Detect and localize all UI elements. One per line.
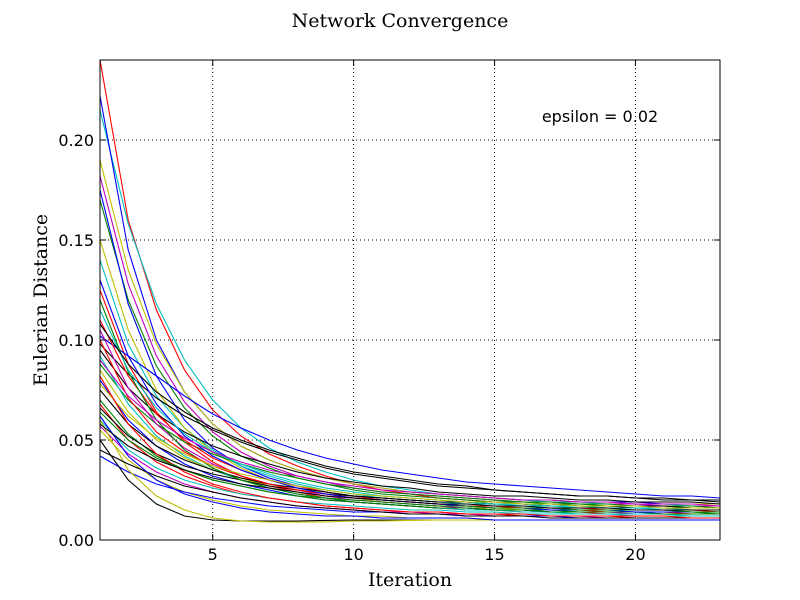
series-line-40 (99, 415, 720, 521)
y-axis-label: Eulerian Distance (30, 214, 52, 386)
x-tick-label: 15 (484, 545, 504, 564)
plot-frame (99, 59, 721, 541)
x-tick-label: 20 (625, 545, 645, 564)
series-line-39 (99, 411, 720, 513)
grid (100, 60, 720, 541)
series-line-35 (99, 359, 721, 507)
series-line-41 (99, 423, 720, 511)
y-tick-label: 0.20 (58, 131, 94, 150)
axis-ticks: 5 10 15 20 0.00 0.05 0.10 0.15 0.20 (58, 60, 720, 564)
y-tick-label: 0.05 (58, 431, 94, 450)
x-tick-label: 5 (208, 545, 218, 564)
y-tick-label: 0.10 (58, 331, 94, 350)
series-line-36 (99, 323, 721, 503)
series-line-37 (99, 383, 720, 509)
y-tick-label: 0.00 (58, 531, 94, 550)
y-tick-label: 0.15 (58, 231, 94, 250)
x-axis-label: Iteration (368, 569, 452, 591)
series-lines (99, 59, 721, 523)
series-line-12 (99, 335, 721, 499)
x-tick-label: 10 (343, 545, 363, 564)
series-line-30 (99, 449, 720, 519)
epsilon-annotation: epsilon = 0.02 (542, 107, 658, 126)
series-line-13 (99, 349, 721, 505)
chart-title: Network Convergence (292, 10, 509, 32)
series-line-24 (99, 419, 720, 517)
series-line-38 (99, 375, 720, 519)
